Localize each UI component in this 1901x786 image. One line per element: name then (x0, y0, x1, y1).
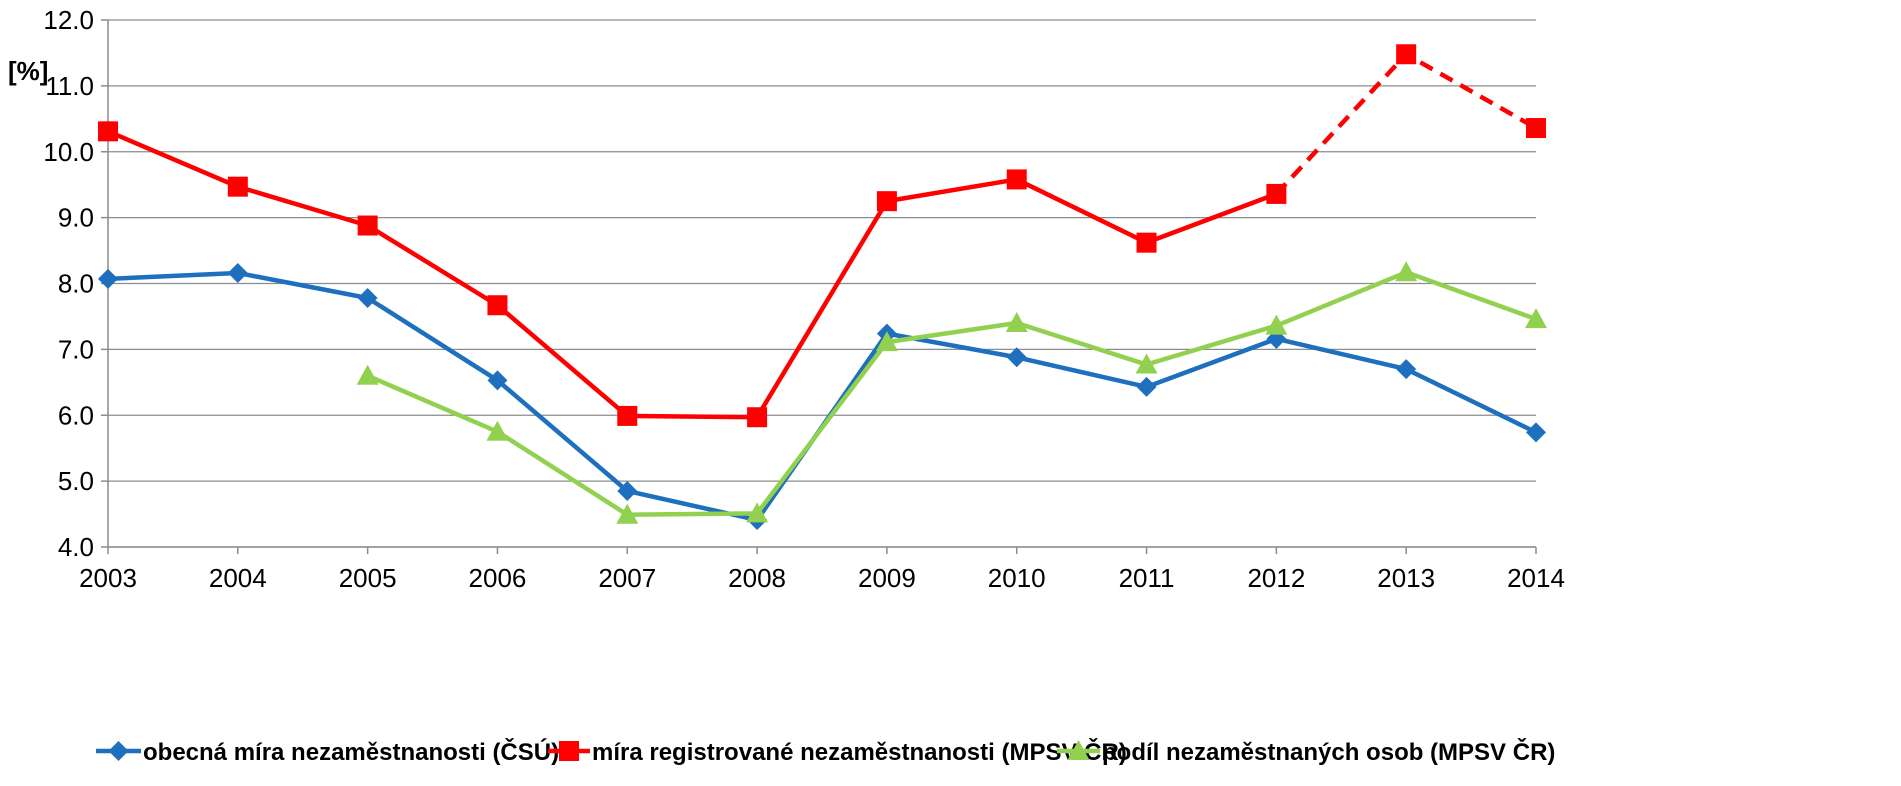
data-point (1266, 183, 1287, 204)
data-point (357, 287, 378, 308)
legend-marker (108, 741, 129, 761)
y-tick-label: 11.0 (45, 71, 94, 101)
x-tick-label: 2013 (1377, 563, 1435, 593)
x-tick-label: 2014 (1507, 563, 1565, 593)
data-point (1396, 359, 1417, 380)
x-tick-label: 2011 (1119, 563, 1175, 593)
data-point (357, 215, 378, 236)
y-tick-label: 12.0 (43, 5, 94, 35)
data-point (876, 191, 897, 212)
x-tick-label: 2005 (339, 563, 397, 593)
legend-marker (1067, 740, 1090, 760)
x-tick-label: 2004 (209, 563, 267, 593)
x-tick-label: 2010 (988, 563, 1046, 593)
data-point (875, 331, 898, 352)
x-tick-label: 2008 (728, 563, 786, 593)
data-point (747, 407, 768, 428)
series-line-dashed (1274, 51, 1538, 196)
data-point (1005, 312, 1028, 333)
axes: 4.0 5.0 6.0 7.0 8.0 9.0 10.0 11.0 12.0 2003 2004 20… (43, 5, 1565, 593)
y-axis-label: [%] (8, 56, 48, 86)
legend-label: obecná míra nezaměstnanosti (ČSÚ) (143, 738, 559, 766)
data-point (1136, 232, 1157, 253)
y-tick-label: 8.0 (58, 269, 94, 299)
y-tick-label: 5.0 (58, 466, 94, 496)
data-point (1006, 169, 1027, 190)
data-point (487, 295, 508, 316)
data-point (1526, 118, 1546, 139)
data-point (1526, 422, 1546, 443)
x-tick-label: 2009 (858, 563, 916, 593)
data-point (617, 405, 638, 426)
data-point (1395, 261, 1418, 282)
gridlines (108, 19, 1536, 548)
data-point (356, 364, 379, 385)
x-tick-label: 2003 (79, 563, 137, 593)
legend: obecná míra nezaměstnanosti (ČSÚ) míra re… (96, 738, 1555, 766)
y-tick-label: 7.0 (58, 334, 94, 364)
legend-label: míra registrované nezaměstnanosti (MPSV … (592, 738, 1127, 766)
data-point (98, 121, 118, 142)
y-tick-label: 6.0 (58, 400, 94, 430)
data-point (616, 503, 639, 524)
data-point (746, 502, 769, 523)
data-point (1265, 314, 1288, 335)
series-line (366, 270, 1537, 517)
legend-label: podíl nezaměstnaných osob (MPSV ČR) (1102, 738, 1555, 766)
legend-item-2: míra registrované nezaměstnanosti (MPSV … (548, 738, 1127, 766)
data-point (227, 262, 248, 283)
legend-item-3: podíl nezaměstnaných osob (MPSV ČR) (1057, 738, 1555, 766)
data-point (1136, 376, 1157, 397)
data-point (487, 370, 508, 391)
data-point (486, 420, 509, 441)
data-point (1525, 308, 1547, 329)
data-point (1135, 353, 1158, 374)
series-3 (356, 261, 1547, 524)
y-tick-label: 4.0 (58, 532, 94, 562)
x-tick-label: 2012 (1247, 563, 1305, 593)
x-tick-label: 2006 (469, 563, 527, 593)
y-tick-label: 9.0 (58, 203, 94, 233)
data-point (617, 481, 638, 502)
legend-item-1: obecná míra nezaměstnanosti (ČSÚ) (96, 738, 559, 766)
y-tick-label: 10.0 (43, 137, 94, 167)
data-point (1006, 347, 1027, 368)
data-point (1396, 44, 1417, 65)
legend-marker (559, 741, 579, 761)
series-lines (98, 44, 1547, 530)
series-line (107, 129, 1278, 420)
data-point (98, 268, 118, 289)
x-tick-label: 2007 (598, 563, 656, 593)
data-point (227, 176, 248, 197)
series-2 (98, 44, 1546, 428)
